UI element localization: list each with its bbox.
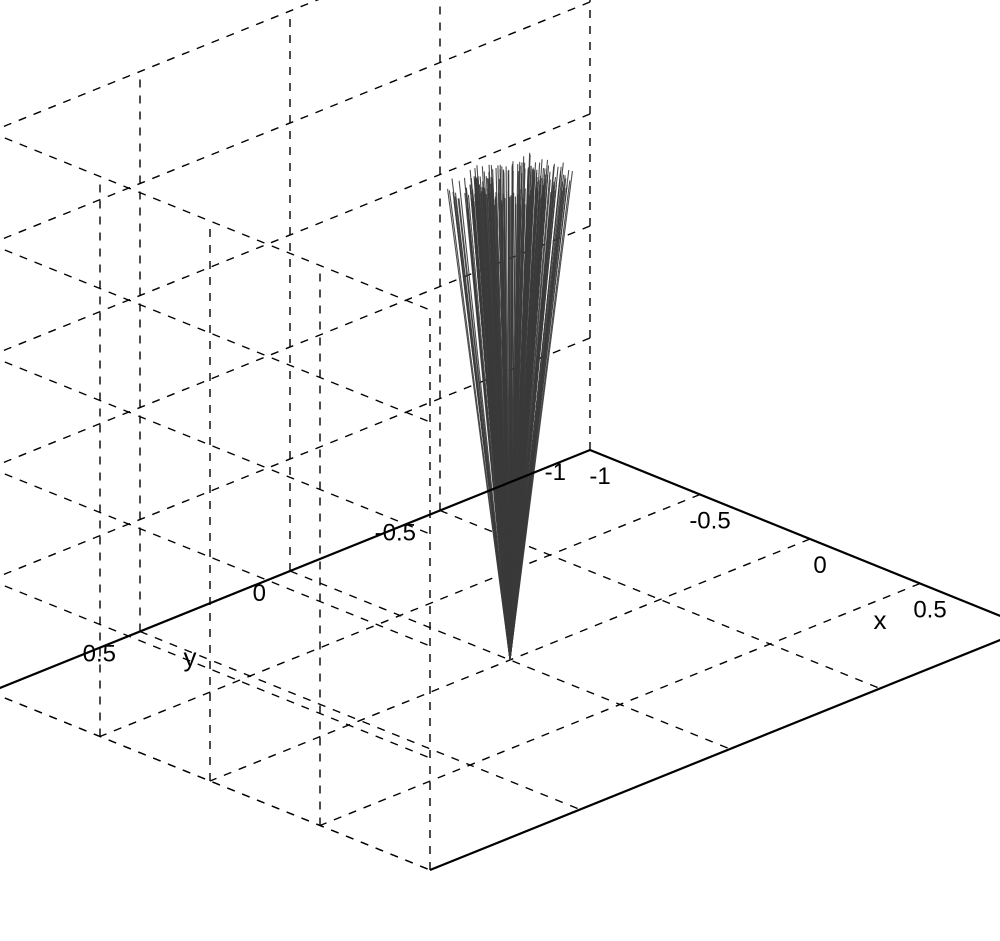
tick-label: -1 — [589, 463, 610, 490]
tick-label: -0.5 — [689, 508, 730, 535]
tick-label: -0.5 — [375, 520, 416, 547]
tick-label: 0.5 — [83, 641, 116, 668]
tick-label: 0 — [253, 580, 266, 607]
tick-label: 0 — [813, 552, 826, 579]
y-axis-label: y — [184, 642, 197, 672]
chart-3d-cone: 00.20.40.60.81-1-0.500.51-1-0.500.51xy — [0, 0, 1000, 941]
plot-svg: 00.20.40.60.81-1-0.500.51-1-0.500.51xy — [0, 0, 1000, 941]
tick-label: -1 — [545, 459, 566, 486]
tick-label: 0.5 — [913, 597, 946, 624]
x-axis-label: x — [874, 605, 887, 635]
